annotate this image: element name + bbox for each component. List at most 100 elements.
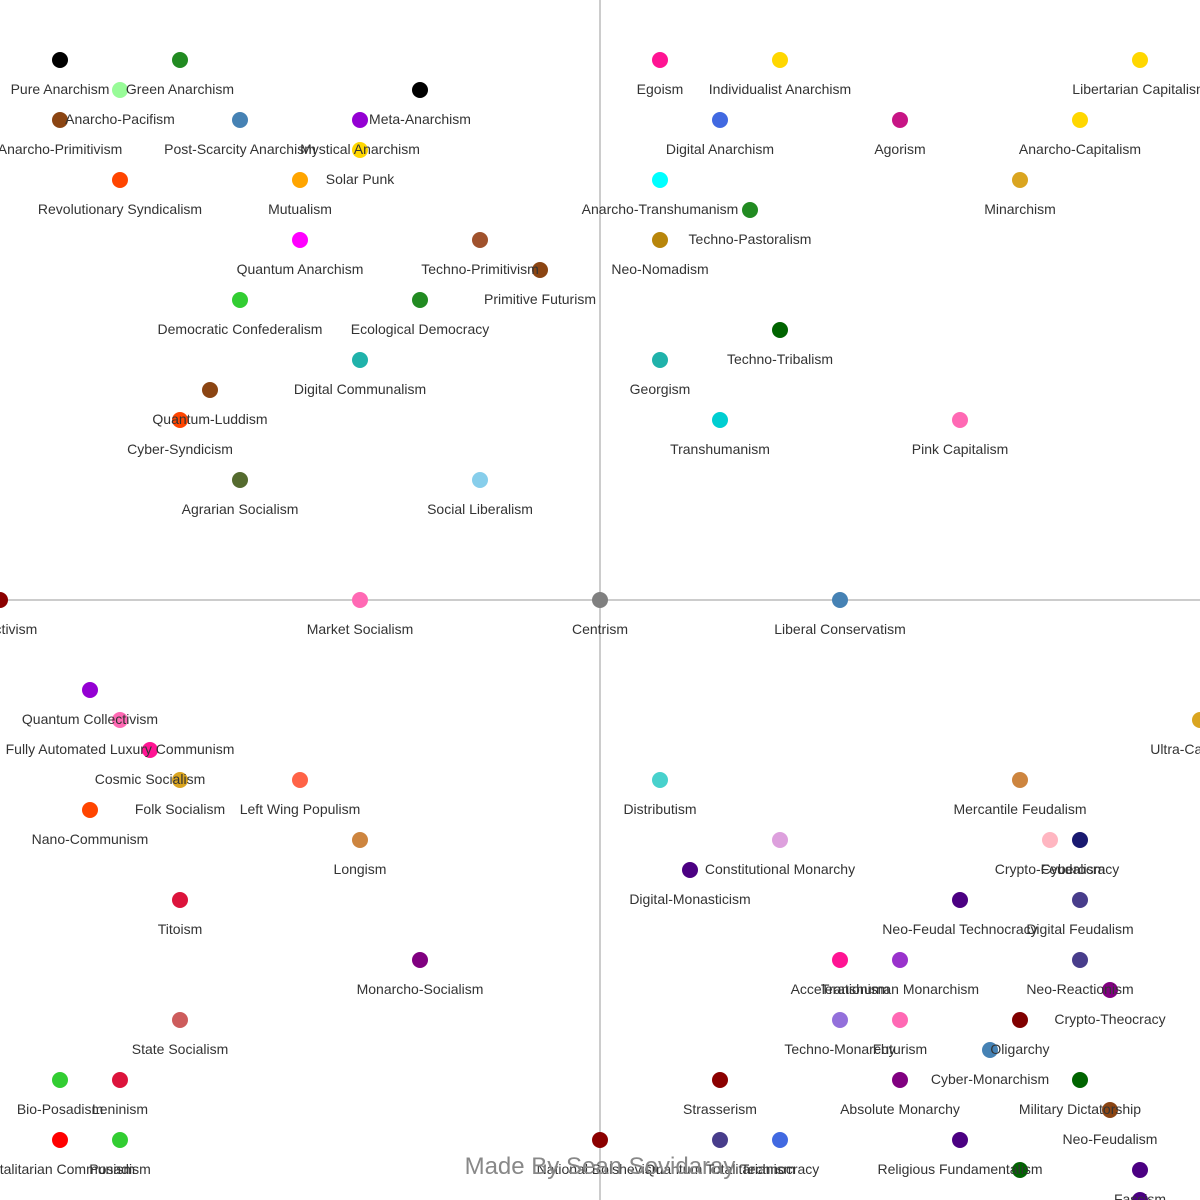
data-point[interactable] — [652, 172, 668, 188]
data-point[interactable] — [772, 52, 788, 68]
data-point[interactable] — [352, 142, 368, 158]
data-point[interactable] — [232, 112, 248, 128]
point-label: Oligarchy — [990, 1041, 1049, 1057]
data-point[interactable] — [172, 1012, 188, 1028]
data-point[interactable] — [652, 352, 668, 368]
point-label: Mercantile Feudalism — [953, 801, 1086, 817]
data-point[interactable] — [412, 952, 428, 968]
data-point[interactable] — [1072, 952, 1088, 968]
data-point[interactable] — [1192, 712, 1200, 728]
point-label: Fascism — [1114, 1191, 1166, 1200]
data-point[interactable] — [1132, 52, 1148, 68]
data-point[interactable] — [892, 1012, 908, 1028]
data-point[interactable] — [472, 472, 488, 488]
data-point[interactable] — [652, 52, 668, 68]
data-point[interactable] — [952, 412, 968, 428]
data-point[interactable] — [172, 412, 188, 428]
data-point[interactable] — [892, 952, 908, 968]
point-label: Anarcho-Primitivism — [0, 141, 122, 157]
data-point[interactable] — [1072, 832, 1088, 848]
data-point[interactable] — [592, 1132, 608, 1148]
point-label: Techno-Monarchy — [784, 1041, 895, 1057]
data-point[interactable] — [712, 1072, 728, 1088]
data-point[interactable] — [742, 202, 758, 218]
point-label: Crypto-Feudalism — [995, 861, 1105, 877]
data-point[interactable] — [592, 592, 608, 608]
data-point[interactable] — [832, 592, 848, 608]
data-point[interactable] — [172, 52, 188, 68]
data-point[interactable] — [172, 772, 188, 788]
data-point-partial[interactable] — [1012, 1162, 1028, 1178]
point-label: Georgism — [630, 381, 691, 397]
data-point[interactable] — [712, 1132, 728, 1148]
point-label: Quantum Collectivism — [22, 711, 158, 727]
data-point[interactable] — [652, 232, 668, 248]
data-point[interactable] — [772, 322, 788, 338]
data-point[interactable] — [52, 52, 68, 68]
point-label: Techno-Tribalism — [727, 351, 833, 367]
data-point[interactable] — [112, 172, 128, 188]
data-point[interactable] — [982, 1042, 998, 1058]
data-point[interactable] — [1102, 1102, 1118, 1118]
data-point[interactable] — [472, 232, 488, 248]
data-point[interactable] — [142, 742, 158, 758]
data-point[interactable] — [1072, 1072, 1088, 1088]
point-label: Strasserism — [683, 1101, 757, 1117]
data-point[interactable] — [712, 412, 728, 428]
data-point[interactable] — [82, 682, 98, 698]
data-point[interactable] — [1042, 832, 1058, 848]
data-point[interactable] — [292, 172, 308, 188]
point-label: Absolute Monarchy — [840, 1101, 960, 1117]
data-point[interactable] — [682, 862, 698, 878]
data-point[interactable] — [292, 232, 308, 248]
point-label: Accelerationism — [791, 981, 890, 997]
data-point[interactable] — [112, 82, 128, 98]
point-label: Digital Communalism — [294, 381, 426, 397]
data-point[interactable] — [532, 262, 548, 278]
data-point[interactable] — [292, 772, 308, 788]
data-point[interactable] — [172, 892, 188, 908]
data-point[interactable] — [1102, 982, 1118, 998]
data-point[interactable] — [772, 832, 788, 848]
point-label: Minarchism — [984, 201, 1056, 217]
data-point[interactable] — [112, 1072, 128, 1088]
point-label: Transhuman Monarchism — [821, 981, 979, 997]
data-point[interactable] — [52, 112, 68, 128]
point-label: Monarcho-Socialism — [357, 981, 484, 997]
data-point[interactable] — [412, 292, 428, 308]
data-point[interactable] — [1132, 1162, 1148, 1178]
point-label: Primitive Futurism — [484, 291, 596, 307]
data-point[interactable] — [1012, 1012, 1028, 1028]
data-point[interactable] — [112, 712, 128, 728]
data-point[interactable] — [352, 352, 368, 368]
point-label: Leninism — [92, 1101, 148, 1117]
data-point[interactable] — [232, 292, 248, 308]
data-point[interactable] — [1012, 772, 1028, 788]
data-point[interactable] — [232, 472, 248, 488]
point-label: Agrarian Socialism — [182, 501, 299, 517]
data-point[interactable] — [952, 892, 968, 908]
data-point[interactable] — [892, 1072, 908, 1088]
data-point[interactable] — [52, 1132, 68, 1148]
data-point[interactable] — [1072, 112, 1088, 128]
data-point[interactable] — [712, 112, 728, 128]
point-label: Neo-Feudal Technocracy — [882, 921, 1037, 937]
data-point[interactable] — [52, 1072, 68, 1088]
data-point[interactable] — [352, 592, 368, 608]
data-point[interactable] — [112, 1132, 128, 1148]
data-point[interactable] — [652, 772, 668, 788]
data-point[interactable] — [892, 112, 908, 128]
data-point[interactable] — [352, 112, 368, 128]
data-point[interactable] — [1072, 892, 1088, 908]
data-point[interactable] — [832, 1012, 848, 1028]
data-point[interactable] — [1012, 172, 1028, 188]
data-point[interactable] — [352, 832, 368, 848]
data-point[interactable] — [952, 1132, 968, 1148]
data-point[interactable] — [0, 592, 8, 608]
data-point[interactable] — [772, 1132, 788, 1148]
data-point-partial[interactable] — [1132, 1192, 1148, 1200]
data-point[interactable] — [202, 382, 218, 398]
data-point[interactable] — [412, 82, 428, 98]
data-point[interactable] — [82, 802, 98, 818]
data-point[interactable] — [832, 952, 848, 968]
